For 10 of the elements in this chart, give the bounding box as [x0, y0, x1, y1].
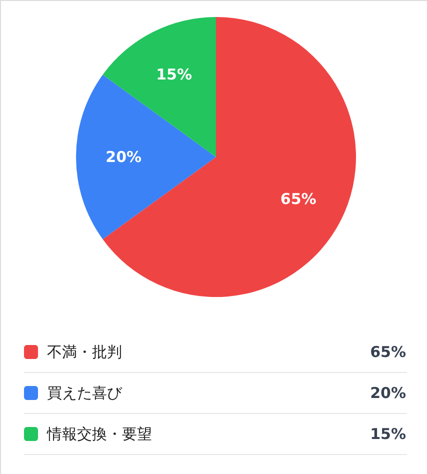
- legend-label: 不満・批判: [47, 343, 122, 361]
- data-label: 65%: [280, 190, 316, 208]
- legend-label: 買えた喜び: [47, 384, 123, 402]
- text: 20%: [370, 384, 406, 402]
- legend-label: 情報交換・要望: [46, 425, 152, 443]
- data-label: 20%: [106, 148, 142, 166]
- pie-slice: [102, 17, 356, 297]
- data-label: 15%: [156, 66, 192, 84]
- text: 15%: [370, 425, 406, 443]
- text: 65%: [370, 343, 406, 361]
